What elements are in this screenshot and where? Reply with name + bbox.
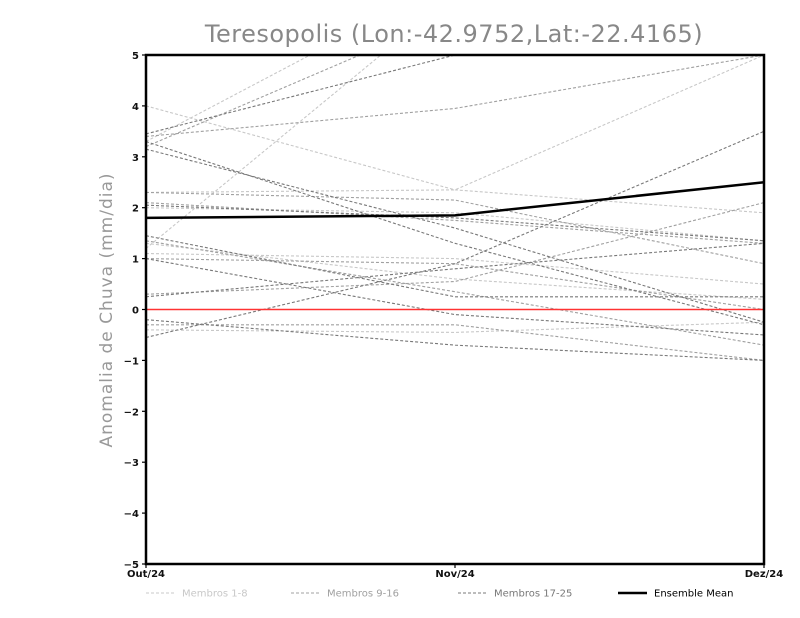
member-line-5 (146, 242, 764, 300)
x-tick-label: Dez/24 (745, 569, 784, 580)
x-axis-ticks: Out/24 Nov/24 Dez/24 (127, 564, 783, 580)
y-tick-label: −4 (124, 509, 139, 520)
member-line-23 (146, 242, 764, 298)
y-tick-label: −3 (124, 458, 139, 469)
member-line-11 (146, 55, 764, 137)
member-line-16 (146, 240, 764, 346)
member-line-18 (146, 130, 764, 339)
member-line-10 (146, 191, 764, 265)
legend-label: Membros 9-16 (327, 589, 399, 600)
member-line-12 (146, 258, 764, 311)
legend-label: Membros 17-25 (494, 589, 572, 600)
member-line-22 (146, 319, 764, 361)
member-line-7 (146, 207, 764, 242)
member-line-13 (146, 202, 764, 295)
ensemble-mean-line (146, 181, 764, 220)
member-line-25 (146, 258, 764, 336)
series-layer (146, 55, 764, 361)
ensemble-mean-layer (146, 181, 764, 220)
y-tick-label: 2 (132, 204, 139, 215)
member-line-24 (146, 148, 764, 323)
y-axis-label: Anomalia de Chuva (mm/dia) (97, 172, 117, 447)
member-line-20 (146, 204, 764, 242)
chart-title: Teresopolis (Lon:-42.9752,Lat:-22.4165) (204, 20, 703, 48)
y-axis-ticks: −5 −4 −3 −2 −1 0 1 2 3 4 5 (124, 51, 146, 571)
member-line-4 (146, 252, 764, 285)
y-tick-label: 3 (132, 153, 139, 164)
member-line-8 (146, 55, 312, 143)
legend-label: Ensemble Mean (654, 589, 733, 600)
member-line-1 (146, 105, 764, 214)
y-tick-label: 0 (132, 306, 139, 317)
member-line-14 (146, 324, 764, 361)
y-tick-label: −1 (124, 356, 139, 367)
member-line-6 (146, 321, 764, 333)
x-tick-label: Nov/24 (435, 569, 474, 580)
member-line-17 (146, 55, 461, 135)
member-line-15 (146, 202, 764, 244)
y-tick-label: 1 (132, 255, 139, 266)
member-line-9 (146, 55, 362, 148)
legend: Membros 1-8 Membros 9-16 Membros 17-25 Ense… (146, 589, 733, 600)
legend-label: Membros 1-8 (182, 589, 248, 600)
y-tick-label: −2 (124, 407, 139, 418)
member-line-19 (146, 141, 764, 326)
y-tick-label: −5 (124, 560, 139, 571)
y-tick-label: 5 (132, 51, 139, 62)
x-tick-label: Out/24 (127, 569, 165, 580)
y-tick-label: 4 (132, 102, 139, 113)
member-line-21 (146, 235, 764, 298)
